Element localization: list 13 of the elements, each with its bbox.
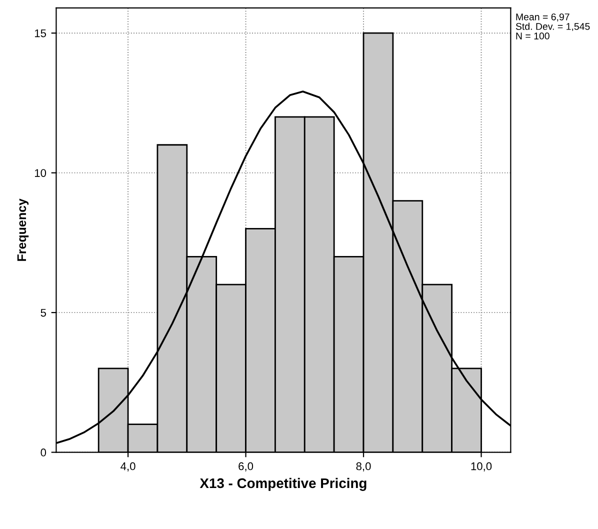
- y-tick-label: 15: [34, 29, 46, 38]
- y-axis-title: Frequency: [17, 198, 29, 261]
- x-tick-label: 4,0: [120, 462, 136, 472]
- text: Std. Dev. = 1,545: [516, 22, 590, 32]
- x-tick-label: 8,0: [356, 462, 371, 472]
- x-tick-label: 6,0: [238, 462, 254, 472]
- y-tick-label: 5: [40, 308, 46, 317]
- y-tick-label: 10: [34, 169, 46, 177]
- x-axis-title: X13 - Competitive Pricing: [200, 478, 366, 491]
- y-tick-label: 0: [40, 448, 46, 456]
- text: N = 100: [516, 32, 550, 40]
- x-tick-label: 10,0: [471, 462, 492, 472]
- text: Mean = 6,97: [516, 13, 570, 22]
